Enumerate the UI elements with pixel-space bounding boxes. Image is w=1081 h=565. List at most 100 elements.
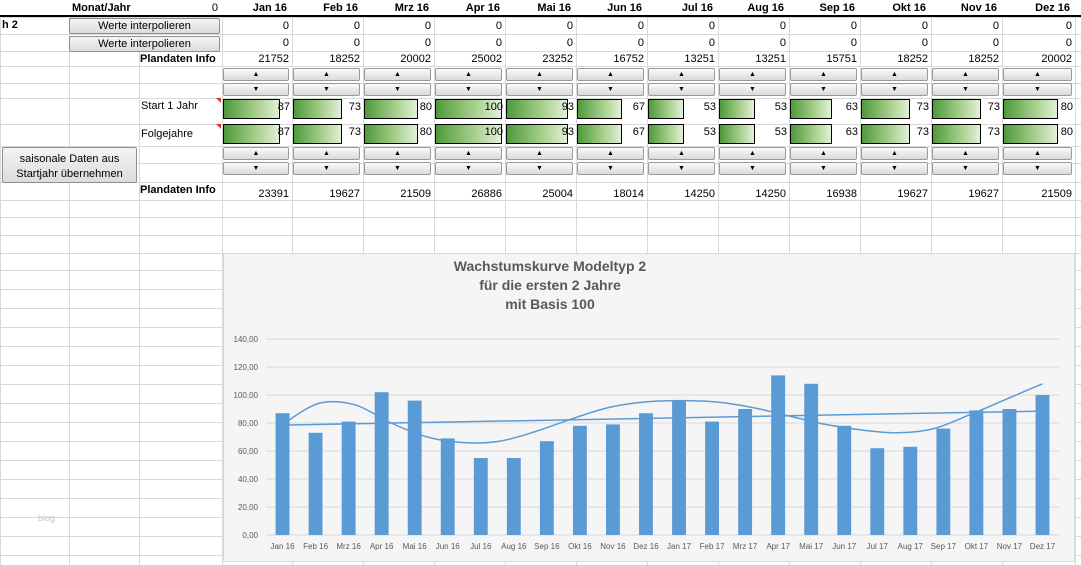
spin-up-button[interactable]: ▲	[293, 147, 360, 160]
data-bar-cell[interactable]: 80	[1002, 98, 1075, 120]
spin-up-button[interactable]: ▲	[861, 68, 928, 81]
value-cell: 20002	[1041, 53, 1072, 65]
spin-up-button[interactable]: ▲	[1003, 68, 1072, 81]
data-bar-cell[interactable]: 73	[931, 123, 1002, 145]
data-bar-cell[interactable]: 73	[292, 123, 363, 145]
spin-down-button[interactable]: ▼	[861, 83, 928, 96]
data-bar-cell[interactable]: 93	[505, 123, 576, 145]
spin-down-button[interactable]: ▼	[932, 162, 999, 175]
value-cell: 0	[1065, 37, 1072, 49]
spin-down-button[interactable]: ▼	[293, 83, 360, 96]
data-bar-cell[interactable]: 63	[789, 98, 860, 120]
interpolate-button-2[interactable]: Werte interpolieren	[69, 36, 220, 52]
data-bar-cell[interactable]: 73	[860, 123, 931, 145]
spin-up-button[interactable]: ▲	[223, 147, 289, 160]
spin-up-button[interactable]: ▲	[293, 68, 360, 81]
spin-down-button[interactable]: ▼	[435, 162, 502, 175]
data-bar-value: 67	[632, 101, 645, 113]
spin-up-button[interactable]: ▲	[719, 68, 786, 81]
spin-up-button[interactable]: ▲	[861, 147, 928, 160]
spin-down-button[interactable]: ▼	[577, 162, 644, 175]
value-cell: 21509	[1041, 188, 1072, 200]
data-bar-cell[interactable]: 80	[363, 123, 434, 145]
spin-up-button[interactable]: ▲	[506, 147, 573, 160]
data-bar-cell[interactable]: 53	[647, 98, 718, 120]
value-cell: 18252	[968, 53, 999, 65]
spin-down-button[interactable]: ▼	[577, 83, 644, 96]
spin-down-button[interactable]: ▼	[790, 83, 857, 96]
spin-up-button[interactable]: ▲	[577, 147, 644, 160]
data-bar-cell[interactable]: 53	[718, 98, 789, 120]
growth-chart[interactable]: Wachstumskurve Modeltyp 2 für die ersten …	[223, 253, 1075, 562]
spin-down-button[interactable]: ▼	[719, 83, 786, 96]
month-header: Aug 16	[747, 2, 784, 14]
data-bar-cell[interactable]: 67	[576, 98, 647, 120]
chart-title-line: Wachstumskurve Modeltyp 2	[454, 258, 647, 274]
spin-up-button[interactable]: ▲	[364, 147, 431, 160]
data-bar-cell[interactable]: 87	[222, 98, 292, 120]
data-bar-cell[interactable]: 100	[434, 98, 505, 120]
spin-down-button[interactable]: ▼	[506, 162, 573, 175]
spin-down-button[interactable]: ▼	[1003, 162, 1072, 175]
spin-up-button[interactable]: ▲	[1003, 147, 1072, 160]
data-bar	[435, 99, 502, 119]
data-bar-cell[interactable]: 87	[222, 123, 292, 145]
spin-down-button[interactable]: ▼	[648, 83, 715, 96]
spin-up-button[interactable]: ▲	[648, 147, 715, 160]
spin-down-button[interactable]: ▼	[223, 83, 289, 96]
spin-down-button[interactable]: ▼	[293, 162, 360, 175]
spin-down-button[interactable]: ▼	[790, 162, 857, 175]
spin-up-button[interactable]: ▲	[790, 68, 857, 81]
x-tick-label: Sep 17	[931, 542, 957, 551]
spin-up-button[interactable]: ▲	[932, 147, 999, 160]
spin-down-button[interactable]: ▼	[223, 162, 289, 175]
data-bar-cell[interactable]: 100	[434, 123, 505, 145]
data-bar-cell[interactable]: 80	[1002, 123, 1075, 145]
y-tick-label: 120,00	[234, 363, 259, 372]
data-bar-value: 73	[987, 101, 1000, 113]
spin-up-button[interactable]: ▲	[435, 147, 502, 160]
data-bar-cell[interactable]: 67	[576, 123, 647, 145]
spin-up-button[interactable]: ▲	[223, 68, 289, 81]
data-bar-cell[interactable]: 80	[363, 98, 434, 120]
spin-down-button[interactable]: ▼	[435, 83, 502, 96]
spin-down-button[interactable]: ▼	[364, 83, 431, 96]
spin-up-button[interactable]: ▲	[506, 68, 573, 81]
x-tick-label: Aug 17	[898, 542, 924, 551]
spin-up-button[interactable]: ▲	[932, 68, 999, 81]
spin-up-button[interactable]: ▲	[577, 68, 644, 81]
data-bar-cell[interactable]: 73	[931, 98, 1002, 120]
spin-down-button[interactable]: ▼	[1003, 83, 1072, 96]
x-tick-label: Mrz 16	[336, 542, 361, 551]
spin-up-button[interactable]: ▲	[435, 68, 502, 81]
interpolate-button-1[interactable]: Werte interpolieren	[69, 18, 220, 34]
chart-bar	[440, 438, 455, 535]
spin-down-button[interactable]: ▼	[861, 162, 928, 175]
spin-up-button[interactable]: ▲	[790, 147, 857, 160]
data-bar-cell[interactable]: 73	[292, 98, 363, 120]
data-bar-value: 80	[419, 101, 432, 113]
spin-down-button[interactable]: ▼	[719, 162, 786, 175]
month-header: Dez 16	[1035, 2, 1070, 14]
value-cell: 0	[637, 37, 644, 49]
data-bar	[1003, 99, 1058, 119]
data-bar-cell[interactable]: 53	[718, 123, 789, 145]
data-bar-cell[interactable]: 63	[789, 123, 860, 145]
spin-down-button[interactable]: ▼	[364, 162, 431, 175]
spin-up-button[interactable]: ▲	[648, 68, 715, 81]
grid-row-line	[0, 146, 1081, 147]
value-cell: 0	[353, 20, 360, 32]
spin-down-button[interactable]: ▼	[932, 83, 999, 96]
spin-down-button[interactable]: ▼	[506, 83, 573, 96]
chart-bar	[308, 432, 323, 535]
spin-up-button[interactable]: ▲	[719, 147, 786, 160]
plandaten-label-2: Plandaten Info	[140, 184, 216, 196]
data-bar-cell[interactable]: 73	[860, 98, 931, 120]
apply-seasonal-button[interactable]: saisonale Daten aus Startjahr übernehmen	[2, 147, 137, 183]
spin-up-button[interactable]: ▲	[364, 68, 431, 81]
x-tick-label: Mai 16	[403, 542, 428, 551]
spin-down-button[interactable]: ▼	[648, 162, 715, 175]
data-bar-cell[interactable]: 93	[505, 98, 576, 120]
data-bar-cell[interactable]: 53	[647, 123, 718, 145]
